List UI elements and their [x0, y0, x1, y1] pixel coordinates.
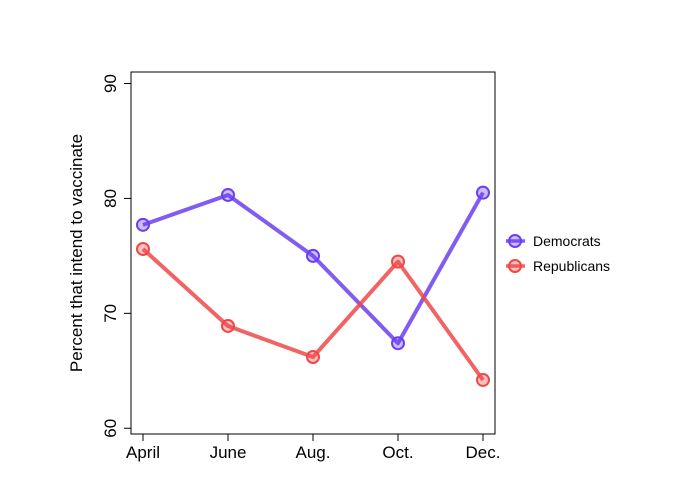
data-point — [306, 248, 320, 263]
series-layer — [136, 185, 490, 387]
data-point — [221, 187, 235, 202]
legend-label: Republicans — [533, 258, 610, 274]
y-axis: 60 70 80 90 — [101, 74, 131, 438]
y-tick-label: 90 — [101, 74, 120, 93]
y-axis-title: Percent that intend to vaccinate — [67, 134, 86, 372]
legend-item: Democrats — [506, 233, 601, 249]
x-tick-label: Oct. — [382, 443, 413, 462]
y-tick-label: 60 — [101, 419, 120, 438]
legend: Democrats Republicans — [506, 233, 610, 274]
series-republicans — [136, 241, 490, 387]
x-tick-label: Aug. — [296, 443, 331, 462]
series-line — [141, 247, 485, 382]
data-point — [306, 350, 320, 365]
legend-item: Republicans — [506, 258, 610, 274]
data-point — [221, 318, 235, 333]
x-tick-label: Dec. — [466, 443, 501, 462]
data-point — [391, 336, 405, 351]
y-tick-label: 80 — [101, 189, 120, 208]
data-point — [391, 254, 405, 269]
legend-marker — [508, 234, 522, 248]
legend-label: Democrats — [533, 233, 601, 249]
x-tick-label: April — [126, 443, 160, 462]
legend-marker — [508, 259, 522, 273]
data-point — [476, 185, 490, 200]
data-point — [136, 217, 150, 232]
x-axis: April June Aug. Oct. Dec. — [126, 434, 500, 462]
data-point — [136, 241, 150, 256]
series-line — [142, 191, 485, 346]
y-tick-label: 70 — [101, 304, 120, 323]
x-tick-label: June — [210, 443, 247, 462]
series-democrats — [136, 185, 490, 351]
data-point — [476, 372, 490, 387]
